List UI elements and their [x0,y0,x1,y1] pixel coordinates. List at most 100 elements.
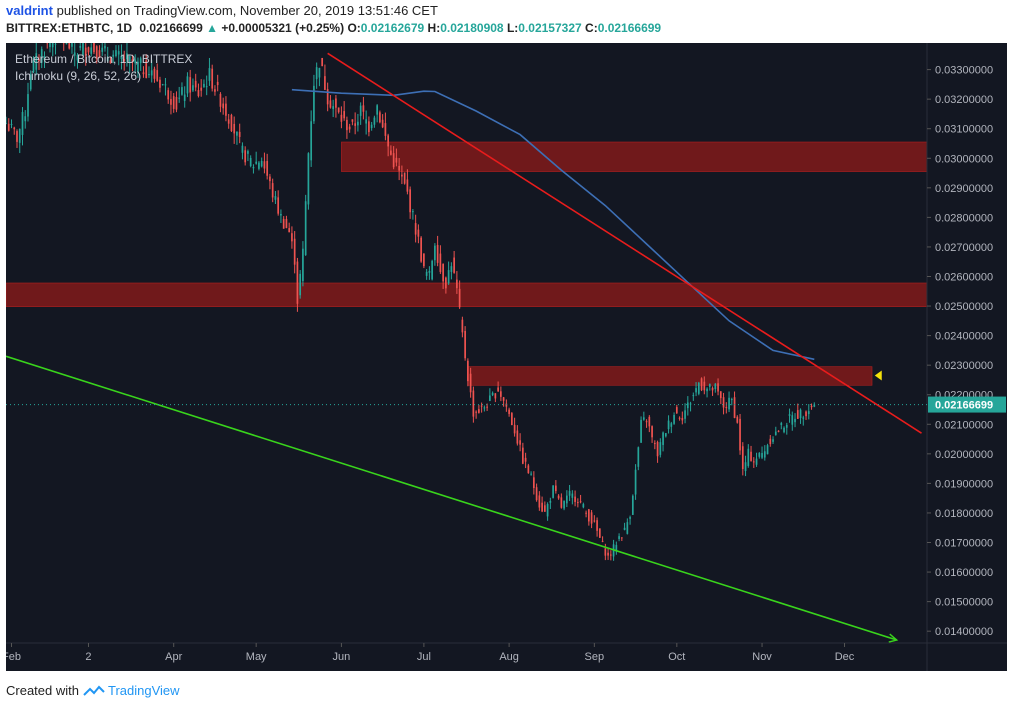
tradingview-link[interactable]: TradingView [107,683,180,698]
candle [664,433,667,438]
candle [131,54,134,72]
price-chart[interactable]: 0.03300000 0.03200000 0.03100000 0.03000000… [6,43,1007,671]
candle-body [412,211,414,213]
candle [736,415,739,424]
candle [489,388,491,402]
candle-body [431,260,433,280]
candle-body [348,126,351,130]
candle [414,214,417,243]
candle [194,73,197,92]
candle [508,407,510,417]
candle-body [236,131,238,136]
candle [794,413,796,428]
candle-body [258,162,260,169]
candle-body [175,96,178,110]
candle-body [307,153,310,205]
candle-body [211,68,214,89]
candle-body [728,397,730,410]
candle-body [13,127,16,130]
candle-body [585,512,587,514]
candle [24,110,27,129]
candle-body [249,157,252,167]
candle [637,446,640,471]
x-tick-label: Feb [6,651,21,663]
candle-body [32,60,35,73]
candle-body [708,383,711,387]
candle-body [310,121,313,161]
candle-body [475,411,477,413]
candle-body [557,495,560,499]
candle [574,490,576,507]
candle-body [351,119,354,122]
candle [689,401,692,412]
candle-body [183,94,186,101]
candle [241,142,244,160]
candle [585,510,587,518]
candle [425,268,428,280]
candle [304,194,307,256]
created-with-label: Created with [6,683,79,698]
y-tick-label: 0.02800000 [935,212,993,224]
candle [423,253,425,269]
author-link[interactable]: valdrint [6,3,53,18]
candle [453,251,455,274]
candle-body [423,253,425,267]
candle-body [93,43,95,53]
candle [626,518,629,535]
tradingview-logo-icon[interactable] [83,685,105,697]
candle [117,45,120,66]
candle [115,45,117,58]
candle-body [260,160,263,167]
candle [777,430,780,433]
candle [87,46,90,56]
candle [219,92,222,113]
candle [535,483,538,502]
candle [27,82,29,122]
candle-body [293,238,296,265]
candle [522,442,524,465]
candle [755,452,758,467]
candle-body [486,406,488,408]
candle-body [659,442,662,455]
candle-body [722,397,725,408]
candle [285,215,288,229]
candle [752,457,755,468]
legend-indicator[interactable]: Ichimoku (9, 26, 52, 26) [15,69,142,83]
candle [475,410,477,419]
candle-body [783,427,785,433]
candle [750,445,752,462]
candle [310,110,313,167]
resistance-zone [467,366,873,386]
candle [678,416,681,421]
candle [497,381,499,393]
open-value: 0.02162679 [360,21,425,35]
candle-body [321,57,324,67]
y-tick-label: 0.02000000 [935,449,993,461]
last-price-label: 0.02166699 [935,400,993,412]
candle-body [593,520,596,522]
low-label: L: [506,21,519,35]
candle-body [780,423,783,426]
candle [62,43,65,51]
candle [51,43,54,57]
candle-body [623,527,626,530]
candle-body [164,84,167,86]
candle [486,403,488,411]
candle [703,376,706,395]
candle [546,502,549,521]
candle [32,56,35,74]
candle [711,386,714,396]
published-text: published on TradingView.com, November 2… [56,3,438,18]
candle-body [280,213,282,216]
candle-body [549,500,552,503]
candle [238,123,241,144]
candle-body [318,67,321,78]
candle-body [148,74,150,76]
candle [200,79,203,97]
candle-body [700,378,703,391]
candle-body [491,392,494,396]
candle [436,235,439,267]
candle-body [620,537,623,539]
candle-body [618,536,620,539]
candle [450,262,453,280]
